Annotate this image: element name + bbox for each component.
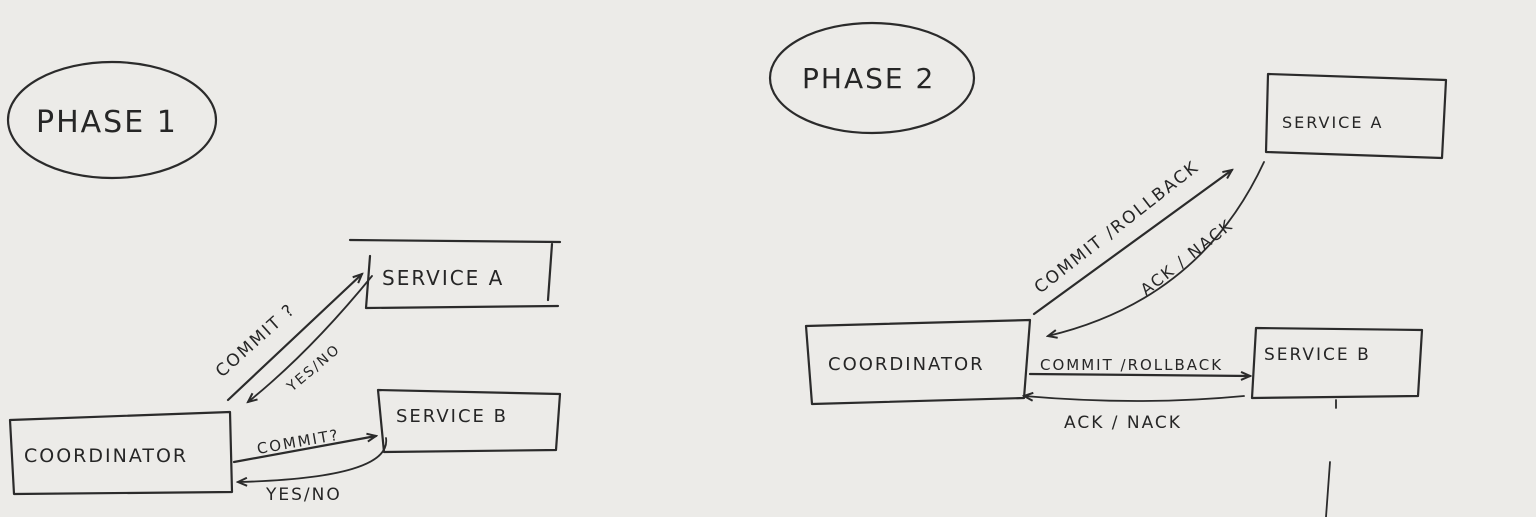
phase1-commit-b-arrow bbox=[232, 436, 376, 464]
phase1-reply-b-label: YES/NO bbox=[265, 485, 342, 505]
phase2-commit-a-arrow bbox=[1032, 170, 1232, 316]
phase1-title: PHASE 1 bbox=[36, 105, 178, 140]
phase1-reply-a-arrow bbox=[248, 275, 373, 402]
phase1-reply-b-arrow bbox=[238, 437, 387, 482]
phase1-coordinator-label: COORDINATOR bbox=[24, 445, 188, 467]
phase2-reply-a-arrow bbox=[1048, 161, 1265, 336]
phase1-title-ellipse bbox=[6, 60, 218, 180]
phase1-service-a-label: SERVICE A bbox=[382, 266, 504, 290]
phase2-group: PHASE 2 COORDINATOR SERVICE A SERVICE B … bbox=[768, 21, 1448, 517]
phase1-commit-b-label: COMMIT? bbox=[256, 426, 342, 458]
phase2-stray-stroke bbox=[1325, 399, 1337, 517]
phase2-coordinator-label: COORDINATOR bbox=[828, 354, 985, 375]
phase2-reply-b-arrow bbox=[1024, 396, 1245, 402]
phase1-group: PHASE 1 COORDINATOR SERVICE A SERVICE B … bbox=[6, 60, 562, 505]
phase2-title: PHASE 2 bbox=[802, 62, 935, 95]
phase1-reply-a-label: YES/NO bbox=[284, 341, 344, 395]
phase1-service-b-box bbox=[376, 388, 562, 454]
phase2-service-a-box bbox=[1264, 72, 1448, 160]
phase1-commit-a-arrow bbox=[226, 274, 362, 402]
phase1-service-a-box bbox=[348, 238, 562, 310]
phase1-coordinator-box bbox=[8, 410, 234, 496]
phase2-title-ellipse bbox=[768, 21, 976, 135]
phase2-service-b-box bbox=[1250, 326, 1424, 400]
phase2-reply-b-label: ACK / NACK bbox=[1064, 413, 1182, 433]
phase2-commit-b-arrow bbox=[1028, 374, 1250, 376]
phase1-service-b-label: SERVICE B bbox=[396, 406, 508, 427]
phase2-service-a-label: SERVICE A bbox=[1282, 113, 1383, 132]
phase2-service-b-label: SERVICE B bbox=[1264, 345, 1371, 365]
phase2-commit-b-label: COMMIT /ROLLBACK bbox=[1040, 356, 1223, 374]
phase2-commit-a-label: COMMIT /ROLLBACK bbox=[1031, 157, 1203, 298]
